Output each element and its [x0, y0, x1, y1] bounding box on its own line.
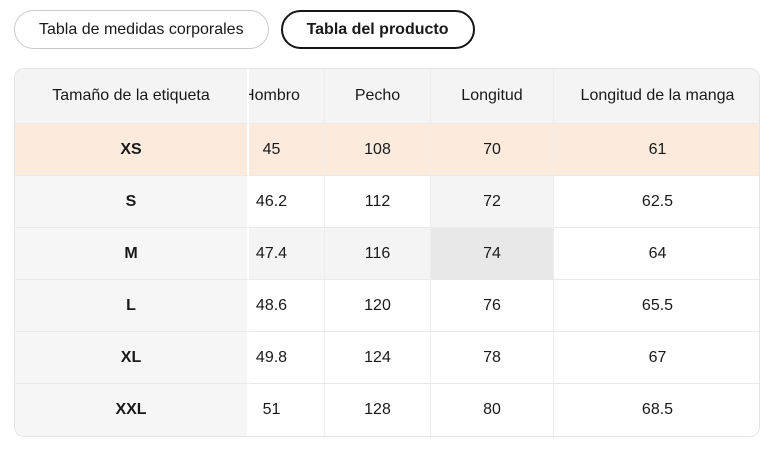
- cell-size-l[interactable]: L: [15, 280, 249, 332]
- cell-xs-manga[interactable]: 61: [554, 124, 759, 176]
- cell-s-pecho[interactable]: 112: [325, 176, 431, 228]
- cell-size-xl[interactable]: XL: [15, 332, 249, 384]
- cell-size-xs[interactable]: XS: [15, 124, 249, 176]
- cell-size-m[interactable]: M: [15, 228, 249, 280]
- cell-l-manga[interactable]: 65.5: [554, 280, 759, 332]
- cell-m-manga[interactable]: 64: [554, 228, 759, 280]
- table-row-l[interactable]: L 48.6 120 76 65.5: [15, 280, 759, 332]
- cell-s-manga[interactable]: 62.5: [554, 176, 759, 228]
- header-row: Tamaño de la etiqueta Hombro Pecho Longi…: [15, 69, 759, 124]
- header-pecho: Pecho: [325, 69, 431, 124]
- cell-xxl-manga[interactable]: 68.5: [554, 384, 759, 436]
- header-longitud: Longitud: [431, 69, 554, 124]
- cell-xl-pecho[interactable]: 124: [325, 332, 431, 384]
- cell-m-pecho[interactable]: 116: [325, 228, 431, 280]
- table-row-xs[interactable]: XS 45 108 70 61: [15, 124, 759, 176]
- cell-size-xxl[interactable]: XXL: [15, 384, 249, 436]
- cell-xl-longitud[interactable]: 78: [431, 332, 554, 384]
- table-row-xl[interactable]: XL 49.8 124 78 67: [15, 332, 759, 384]
- table-row-m[interactable]: M 47.4 116 74 64: [15, 228, 759, 280]
- tab-body-measurements[interactable]: Tabla de medidas corporales: [14, 10, 269, 49]
- header-manga: Longitud de la manga: [554, 69, 759, 124]
- table-row-s[interactable]: S 46.2 112 72 62.5: [15, 176, 759, 228]
- size-table: Tamaño de la etiqueta Hombro Pecho Longi…: [15, 69, 759, 436]
- cell-xxl-longitud[interactable]: 80: [431, 384, 554, 436]
- cell-l-pecho[interactable]: 120: [325, 280, 431, 332]
- size-table-card: Tamaño de la etiqueta Hombro Pecho Longi…: [14, 68, 760, 437]
- table-row-xxl[interactable]: XXL 51 128 80 68.5: [15, 384, 759, 436]
- cell-xxl-pecho[interactable]: 128: [325, 384, 431, 436]
- tab-product[interactable]: Tabla del producto: [280, 10, 475, 49]
- cell-xs-pecho[interactable]: 108: [325, 124, 431, 176]
- size-table-scroll[interactable]: Tamaño de la etiqueta Hombro Pecho Longi…: [15, 69, 759, 436]
- cell-l-longitud[interactable]: 76: [431, 280, 554, 332]
- cell-size-s[interactable]: S: [15, 176, 249, 228]
- cell-xl-manga[interactable]: 67: [554, 332, 759, 384]
- cell-s-longitud[interactable]: 72: [431, 176, 554, 228]
- cell-xs-longitud[interactable]: 70: [431, 124, 554, 176]
- chart-type-tabs: Tabla de medidas corporales Tabla del pr…: [0, 0, 774, 49]
- cell-m-longitud-highlighted[interactable]: 74: [431, 228, 554, 280]
- header-label-size: Tamaño de la etiqueta: [15, 69, 249, 124]
